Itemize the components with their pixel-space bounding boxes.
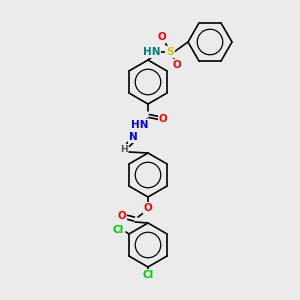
Text: O: O [158, 32, 166, 42]
Text: HN: HN [143, 47, 161, 57]
Text: Cl: Cl [112, 225, 124, 235]
Text: Cl: Cl [142, 270, 154, 280]
Text: O: O [159, 114, 167, 124]
Text: O: O [144, 203, 152, 213]
Text: S: S [166, 47, 174, 57]
Text: O: O [118, 211, 126, 221]
Text: O: O [172, 60, 182, 70]
Text: H: H [120, 145, 128, 154]
Text: N: N [129, 132, 137, 142]
Text: HN: HN [131, 120, 149, 130]
